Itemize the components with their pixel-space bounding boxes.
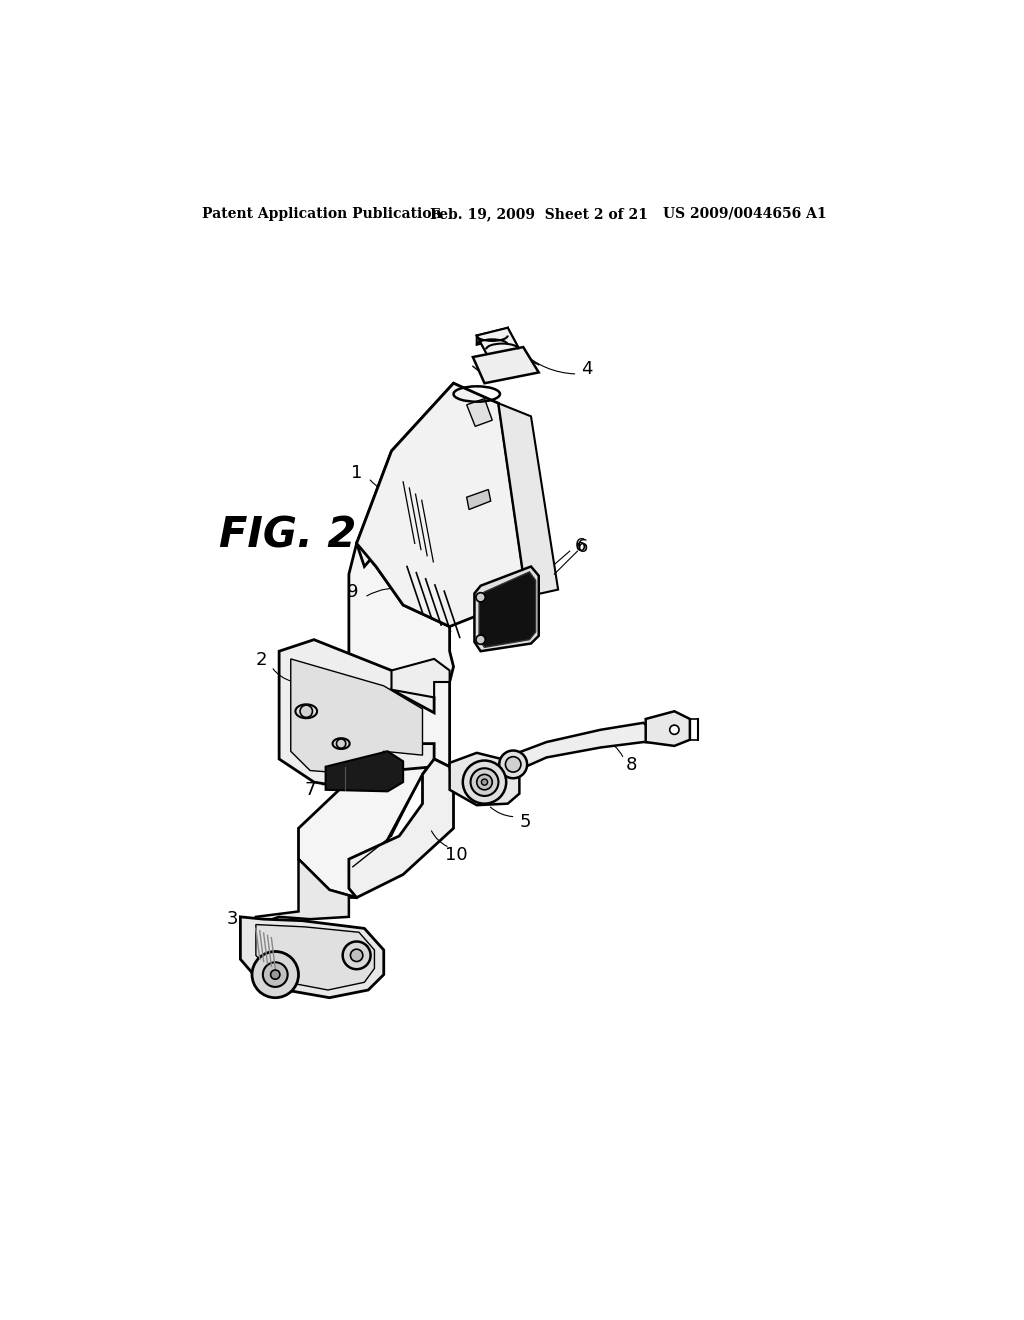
Circle shape (476, 593, 485, 602)
Text: FIG. 2: FIG. 2 (219, 515, 356, 557)
Text: Patent Application Publication: Patent Application Publication (202, 207, 441, 220)
Polygon shape (646, 711, 690, 746)
Circle shape (270, 970, 280, 979)
Text: 10: 10 (445, 846, 468, 865)
Text: US 2009/0044656 A1: US 2009/0044656 A1 (663, 207, 826, 220)
Circle shape (350, 949, 362, 961)
Text: 2: 2 (256, 652, 267, 669)
Polygon shape (477, 327, 508, 345)
Circle shape (481, 779, 487, 785)
Polygon shape (499, 404, 558, 597)
Polygon shape (479, 572, 536, 647)
Polygon shape (256, 859, 356, 924)
Polygon shape (299, 544, 454, 898)
Polygon shape (473, 347, 539, 383)
Polygon shape (280, 640, 434, 789)
Polygon shape (391, 659, 450, 697)
Text: 1: 1 (351, 463, 362, 482)
Polygon shape (356, 383, 523, 627)
Text: 9: 9 (347, 583, 358, 601)
Circle shape (670, 725, 679, 734)
Polygon shape (291, 659, 423, 775)
Circle shape (477, 775, 493, 789)
Polygon shape (450, 752, 519, 805)
Text: 6: 6 (574, 537, 587, 554)
Text: 3: 3 (227, 911, 239, 928)
Text: 4: 4 (581, 360, 593, 379)
Text: 8: 8 (626, 756, 637, 774)
Text: 5: 5 (520, 813, 531, 832)
Polygon shape (477, 327, 519, 358)
Polygon shape (356, 383, 499, 566)
Polygon shape (512, 723, 655, 774)
Circle shape (263, 962, 288, 987)
Polygon shape (349, 759, 454, 898)
Polygon shape (474, 566, 539, 651)
Text: Feb. 19, 2009  Sheet 2 of 21: Feb. 19, 2009 Sheet 2 of 21 (430, 207, 648, 220)
Polygon shape (256, 924, 375, 990)
Polygon shape (241, 917, 384, 998)
Circle shape (252, 952, 299, 998)
Circle shape (506, 756, 521, 772)
Polygon shape (467, 399, 493, 426)
Circle shape (476, 635, 485, 644)
Circle shape (471, 768, 499, 796)
Polygon shape (326, 751, 403, 792)
Circle shape (500, 751, 527, 779)
Circle shape (300, 705, 312, 718)
Text: 6: 6 (577, 539, 588, 556)
Circle shape (463, 760, 506, 804)
Circle shape (337, 739, 346, 748)
Circle shape (343, 941, 371, 969)
Polygon shape (467, 490, 490, 510)
Text: 7: 7 (304, 781, 315, 799)
